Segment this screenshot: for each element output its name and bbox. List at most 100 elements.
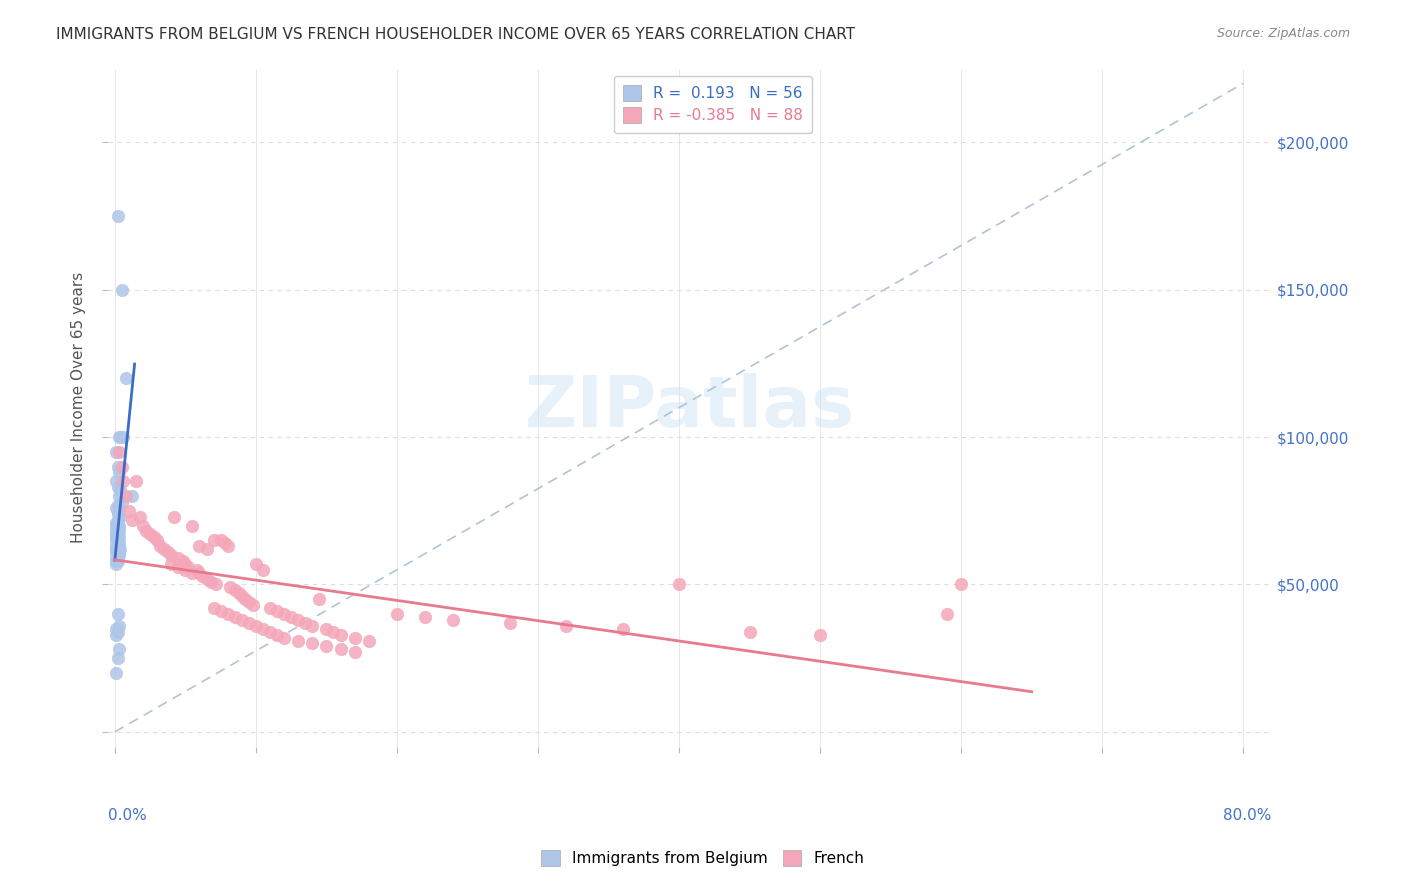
Point — [294, 615, 316, 630]
Point — [177, 559, 200, 574]
Point — [231, 613, 253, 627]
Point — [245, 557, 267, 571]
Point — [266, 604, 288, 618]
Point — [125, 475, 148, 489]
Point — [315, 622, 337, 636]
Point — [107, 480, 129, 494]
Point — [188, 539, 211, 553]
Text: IMMIGRANTS FROM BELGIUM VS FRENCH HOUSEHOLDER INCOME OVER 65 YEARS CORRELATION C: IMMIGRANTS FROM BELGIUM VS FRENCH HOUSEH… — [56, 27, 855, 42]
Point — [107, 507, 129, 521]
Point — [108, 466, 131, 480]
Point — [668, 577, 690, 591]
Point — [107, 498, 129, 512]
Point — [202, 533, 225, 548]
Point — [105, 554, 128, 568]
Point — [105, 533, 128, 548]
Point — [105, 557, 128, 571]
Point — [108, 536, 131, 550]
Point — [174, 563, 197, 577]
Point — [111, 495, 134, 509]
Point — [259, 624, 281, 639]
Point — [108, 489, 131, 503]
Point — [329, 627, 352, 641]
Point — [181, 518, 204, 533]
Point — [231, 589, 253, 603]
Point — [186, 563, 208, 577]
Point — [188, 566, 211, 580]
Point — [107, 551, 129, 566]
Point — [105, 622, 128, 636]
Point — [146, 533, 169, 548]
Point — [202, 601, 225, 615]
Point — [105, 530, 128, 544]
Point — [301, 636, 323, 650]
Point — [121, 513, 143, 527]
Point — [219, 581, 242, 595]
Point — [555, 619, 578, 633]
Point — [107, 651, 129, 665]
Point — [329, 642, 352, 657]
Point — [238, 615, 260, 630]
Legend: Immigrants from Belgium, French: Immigrants from Belgium, French — [533, 841, 873, 875]
Point — [105, 551, 128, 566]
Point — [107, 548, 129, 562]
Point — [172, 554, 194, 568]
Point — [107, 209, 129, 223]
Point — [950, 577, 973, 591]
Point — [115, 489, 138, 503]
Point — [191, 568, 214, 582]
Point — [105, 518, 128, 533]
Point — [107, 624, 129, 639]
Point — [322, 624, 344, 639]
Point — [181, 566, 204, 580]
Point — [108, 430, 131, 444]
Y-axis label: Householder Income Over 65 years: Householder Income Over 65 years — [72, 272, 86, 543]
Point — [149, 539, 172, 553]
Point — [115, 371, 138, 385]
Text: Source: ZipAtlas.com: Source: ZipAtlas.com — [1216, 27, 1350, 40]
Point — [108, 548, 131, 562]
Point — [108, 619, 131, 633]
Point — [224, 610, 246, 624]
Point — [108, 445, 131, 459]
Legend: R =  0.193   N = 56, R = -0.385   N = 88: R = 0.193 N = 56, R = -0.385 N = 88 — [613, 76, 813, 133]
Point — [252, 622, 274, 636]
Point — [107, 536, 129, 550]
Text: ZIPatlas: ZIPatlas — [524, 373, 855, 442]
Point — [129, 509, 152, 524]
Point — [105, 527, 128, 541]
Point — [108, 504, 131, 518]
Point — [153, 542, 176, 557]
Point — [287, 633, 309, 648]
Point — [738, 624, 761, 639]
Point — [157, 545, 180, 559]
Point — [287, 613, 309, 627]
Point — [936, 607, 959, 621]
Point — [200, 574, 222, 589]
Point — [266, 627, 288, 641]
Point — [217, 539, 239, 553]
Point — [111, 459, 134, 474]
Point — [110, 542, 132, 557]
Point — [209, 533, 232, 548]
Point — [105, 665, 128, 680]
Point — [139, 527, 162, 541]
Point — [121, 489, 143, 503]
Point — [205, 577, 228, 591]
Point — [612, 622, 634, 636]
Point — [167, 559, 190, 574]
Point — [499, 615, 522, 630]
Point — [143, 530, 166, 544]
Point — [301, 619, 323, 633]
Point — [245, 619, 267, 633]
Point — [132, 518, 155, 533]
Point — [195, 542, 218, 557]
Point — [214, 536, 236, 550]
Point — [228, 586, 250, 600]
Point — [118, 504, 141, 518]
Point — [105, 545, 128, 559]
Point — [112, 430, 135, 444]
Point — [413, 610, 436, 624]
Point — [315, 640, 337, 654]
Point — [209, 604, 232, 618]
